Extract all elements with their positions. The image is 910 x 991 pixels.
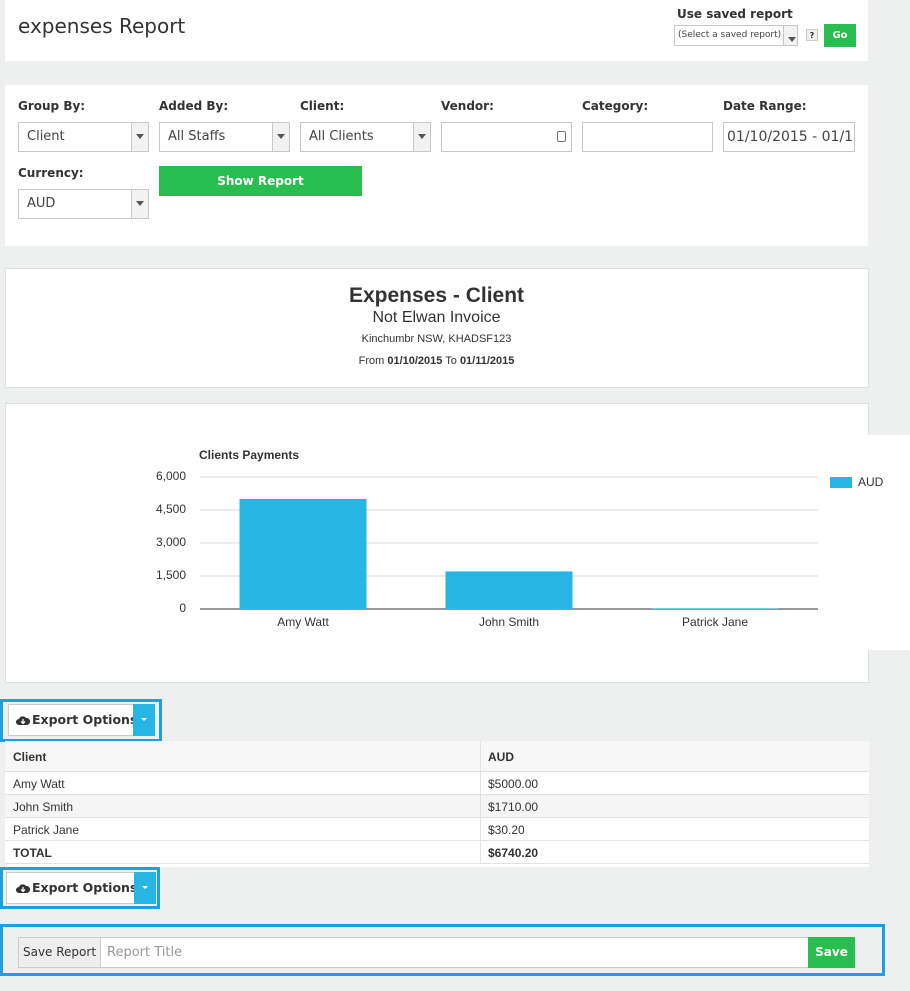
- report-title-input[interactable]: Report Title: [100, 937, 809, 968]
- filter-value: All Clients: [309, 129, 374, 144]
- from-label: From: [358, 355, 385, 367]
- export-options-button[interactable]: Export Options: [8, 704, 155, 736]
- export-options-text: Export Options: [32, 880, 138, 895]
- column-divider: [480, 795, 481, 817]
- chart: Clients Payments 0 1,500 3,000 4,500 6,000 Amy…: [156, 435, 910, 650]
- table-cell: AUD: [488, 749, 514, 764]
- data-table: Client AUD Amy Watt $5000.00 John Smith $1710…: [5, 741, 869, 867]
- bar: [651, 608, 779, 609]
- y-tick-label: 6,000: [156, 469, 186, 483]
- table-cell: Amy Watt: [13, 776, 65, 791]
- y-tick-label: 0: [179, 601, 186, 615]
- filter-input[interactable]: [441, 122, 572, 152]
- report-range: From 01/10/2015 To 01/11/2015: [5, 355, 868, 367]
- legend-background: [868, 435, 910, 650]
- select-arrow: [783, 26, 797, 45]
- export-highlight: [0, 699, 162, 742]
- saved-report-select[interactable]: (Select a saved report): [674, 25, 798, 46]
- currency-value: AUD: [27, 196, 56, 211]
- table-cell: TOTAL: [13, 845, 52, 860]
- filter-input[interactable]: Client: [18, 122, 149, 152]
- filter-input[interactable]: [582, 122, 713, 152]
- column-divider: [480, 741, 481, 771]
- table-row: John Smith $1710.00: [5, 795, 869, 818]
- filter-value: 01/10/2015 - 01/11/2015: [727, 129, 854, 145]
- x-tick-label: Amy Watt: [277, 615, 329, 629]
- filter-label: Date Range:: [723, 99, 807, 113]
- bar: [445, 571, 573, 609]
- table-cell: John Smith: [13, 799, 74, 814]
- x-tick-label: John Smith: [479, 615, 539, 629]
- page-title: expenses Report: [18, 14, 186, 38]
- currency-label: Currency:: [18, 166, 84, 180]
- table-cell: Patrick Jane: [13, 822, 80, 837]
- filter-panel: [5, 85, 868, 246]
- save-report-addon: Save Report: [18, 937, 101, 968]
- cloud-icon: [16, 884, 30, 893]
- x-tick-label: Patrick Jane: [682, 615, 748, 629]
- table-row: Patrick Jane $30.20: [5, 818, 869, 841]
- legend-label: AUD: [858, 475, 884, 489]
- table-row: TOTAL $6740.20: [5, 841, 869, 864]
- select-arrow: [413, 123, 430, 151]
- bar: [239, 499, 367, 609]
- filter-input[interactable]: All Clients: [300, 122, 431, 152]
- y-tick-label: 1,500: [156, 568, 186, 582]
- filter-input[interactable]: 01/10/2015 - 01/11/2015: [723, 122, 855, 152]
- table-cell: $1710.00: [488, 799, 539, 814]
- report-title: Expenses - Client: [348, 284, 525, 307]
- table-cell: $6740.20: [488, 845, 539, 860]
- y-tick-label: 3,000: [156, 535, 186, 549]
- table-cell: Client: [13, 749, 47, 764]
- help-icon[interactable]: ?: [806, 29, 818, 41]
- select-arrow: [272, 123, 289, 151]
- filter-label: Group By:: [18, 99, 86, 113]
- export-caret[interactable]: [133, 704, 155, 736]
- go-button[interactable]: Go: [824, 24, 856, 47]
- filter-value: All Staffs: [168, 129, 226, 144]
- legend-swatch: [830, 477, 852, 488]
- table-cell: $30.20: [488, 822, 525, 837]
- report-subtitle: Not Elwan Invoice: [372, 309, 501, 326]
- y-tick-label: 4,500: [156, 502, 186, 516]
- export-options-button[interactable]: Export Options: [6, 872, 156, 904]
- show-report-button[interactable]: Show Report: [159, 166, 362, 196]
- table-row: Amy Watt $5000.00: [5, 772, 869, 795]
- chart-title: Clients Payments: [199, 448, 299, 462]
- to-label: To: [445, 355, 457, 367]
- cloud-icon: [16, 716, 30, 725]
- picker-icon: [557, 131, 566, 142]
- report-title-placeholder: Report Title: [107, 945, 183, 960]
- from-date: 01/10/2015: [387, 355, 443, 367]
- filter-label: Added By:: [159, 99, 229, 113]
- export-caret[interactable]: [134, 872, 156, 904]
- saved-report-placeholder: (Select a saved report): [678, 30, 782, 40]
- save-highlight: [0, 924, 885, 976]
- report-address: Kinchumbr NSW, KHADSF123: [361, 333, 512, 345]
- column-divider: [480, 841, 481, 863]
- select-arrow: [131, 190, 148, 218]
- filter-input[interactable]: All Staffs: [159, 122, 290, 152]
- to-date: 01/11/2015: [459, 355, 515, 367]
- filter-value: Client: [27, 129, 65, 144]
- table-cell: $5000.00: [488, 776, 539, 791]
- export-options-text: Export Options: [32, 712, 138, 727]
- filter-label: Client:: [300, 99, 345, 113]
- saved-report-label: Use saved report: [677, 7, 793, 21]
- select-arrow: [131, 123, 148, 151]
- table-row: Client AUD: [5, 741, 869, 772]
- column-divider: [480, 772, 481, 794]
- filter-label: Category:: [582, 99, 649, 113]
- filter-label: Vendor:: [441, 99, 494, 113]
- report-header-panel: [5, 268, 869, 388]
- currency-select[interactable]: AUD: [18, 189, 149, 219]
- save-button[interactable]: Save: [808, 937, 855, 968]
- export-highlight: [0, 867, 160, 909]
- column-divider: [480, 818, 481, 840]
